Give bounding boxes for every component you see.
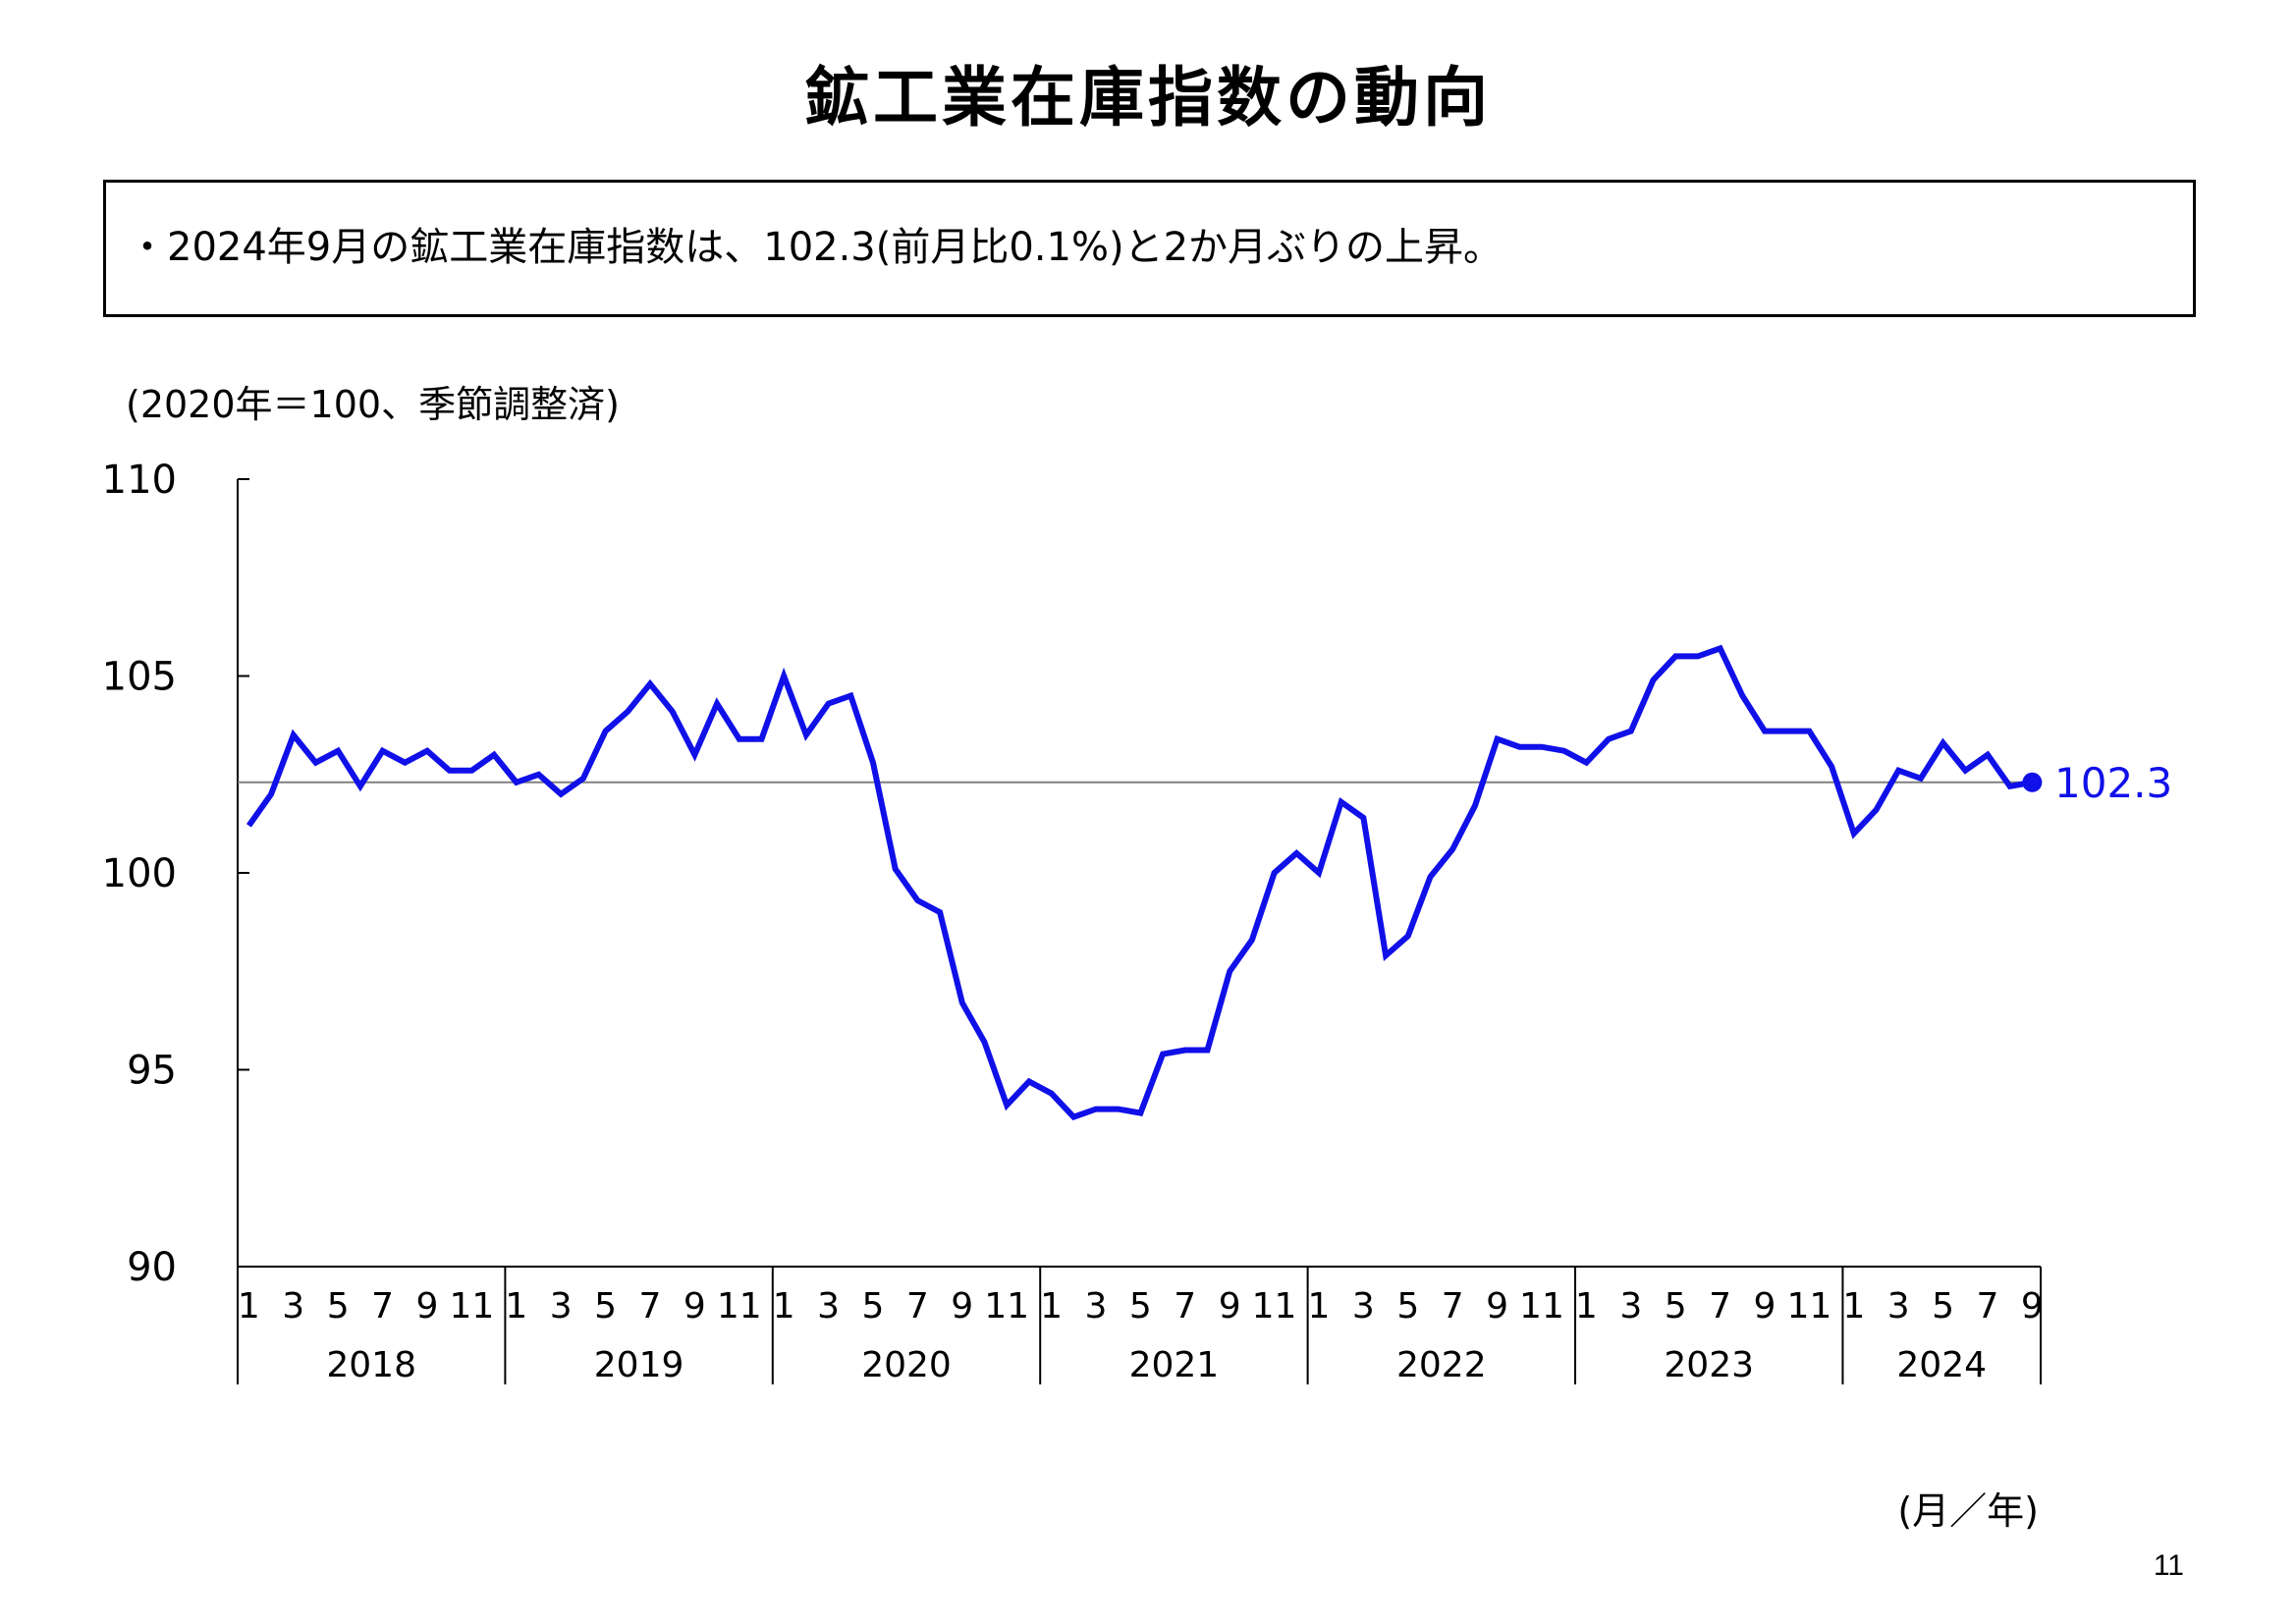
- month-tick-label: 3: [1352, 1286, 1375, 1326]
- year-label: 2024: [1896, 1345, 1987, 1385]
- month-tick-label: 3: [282, 1286, 304, 1326]
- month-tick-label: 7: [1709, 1286, 1731, 1326]
- month-tick-label: 5: [594, 1286, 617, 1326]
- month-tick-label: 5: [862, 1286, 885, 1326]
- month-tick-label: 9: [415, 1286, 438, 1326]
- month-tick-label: 7: [371, 1286, 394, 1326]
- month-tick-label: 1: [505, 1286, 527, 1326]
- y-tick-label: 110: [102, 458, 177, 503]
- month-tick-label: 3: [1085, 1286, 1108, 1326]
- month-tick-label: 1: [1842, 1286, 1865, 1326]
- month-tick-label: 3: [817, 1286, 840, 1326]
- year-label: 2023: [1664, 1345, 1754, 1385]
- plot-area: 102.3: [237, 479, 2172, 1267]
- year-label: 2018: [326, 1345, 416, 1385]
- year-label: 2021: [1129, 1345, 1220, 1385]
- month-tick-label: 11: [1519, 1286, 1564, 1326]
- month-tick-label: 1: [1308, 1286, 1331, 1326]
- end-point-marker: [2022, 772, 2043, 792]
- month-tick-label: 5: [1665, 1286, 1687, 1326]
- series-line: [246, 644, 2033, 1121]
- y-tick-label: 105: [102, 655, 177, 700]
- month-tick-label: 9: [1486, 1286, 1508, 1326]
- month-tick-label: 11: [449, 1286, 494, 1326]
- y-tick-label: 95: [127, 1049, 177, 1094]
- y-tick-label: 100: [102, 851, 177, 896]
- month-tick-label: 7: [1174, 1286, 1196, 1326]
- month-tick-label: 5: [1129, 1286, 1152, 1326]
- summary-text: ・2024年9月の鉱工業在庫指数は、102.3(前月比0.1%)と2か月ぶりの上…: [128, 225, 1503, 270]
- month-tick-label: 11: [1786, 1286, 1831, 1326]
- page-number: 11: [2153, 1549, 2184, 1582]
- month-tick-label: 9: [1219, 1286, 1241, 1326]
- month-tick-label: 5: [1932, 1286, 1954, 1326]
- summary-box: ・2024年9月の鉱工業在庫指数は、102.3(前月比0.1%)と2か月ぶりの上…: [103, 180, 2196, 317]
- month-tick-label: 9: [683, 1286, 706, 1326]
- month-tick-label: 3: [1887, 1286, 1910, 1326]
- page-title: 鉱工業在庫指数の動向: [804, 60, 1492, 135]
- month-tick-label: 1: [773, 1286, 795, 1326]
- month-tick-label: 3: [550, 1286, 573, 1326]
- month-tick-label: 1: [1040, 1286, 1063, 1326]
- year-label: 2022: [1396, 1345, 1487, 1385]
- month-tick-label: 7: [1442, 1286, 1464, 1326]
- month-tick-label: 11: [984, 1286, 1029, 1326]
- month-tick-label: 7: [1977, 1286, 1999, 1326]
- x-axis-label: (月／年): [1897, 1489, 2039, 1533]
- year-label: 2020: [861, 1345, 952, 1385]
- month-tick-label: 5: [327, 1286, 350, 1326]
- month-tick-label: 1: [238, 1286, 260, 1326]
- y-axis-tick-labels: 110 105 100 95 90: [102, 458, 249, 1290]
- year-label: 2019: [594, 1345, 684, 1385]
- month-tick-label: 3: [1619, 1286, 1642, 1326]
- month-tick-label: 11: [1252, 1286, 1297, 1326]
- y-tick-label: 90: [127, 1245, 177, 1290]
- unit-note: (2020年＝100、季節調整済): [126, 383, 620, 426]
- month-tick-label: 7: [639, 1286, 662, 1326]
- month-tick-label: 1: [1575, 1286, 1598, 1326]
- month-tick-label: 9: [2021, 1286, 2044, 1326]
- month-tick-label: 9: [1754, 1286, 1777, 1326]
- month-tick-label: 7: [906, 1286, 929, 1326]
- month-tick-label: 11: [717, 1286, 762, 1326]
- end-point-label: 102.3: [2054, 759, 2172, 807]
- month-tick-label: 5: [1396, 1286, 1419, 1326]
- month-tick-label: 9: [951, 1286, 973, 1326]
